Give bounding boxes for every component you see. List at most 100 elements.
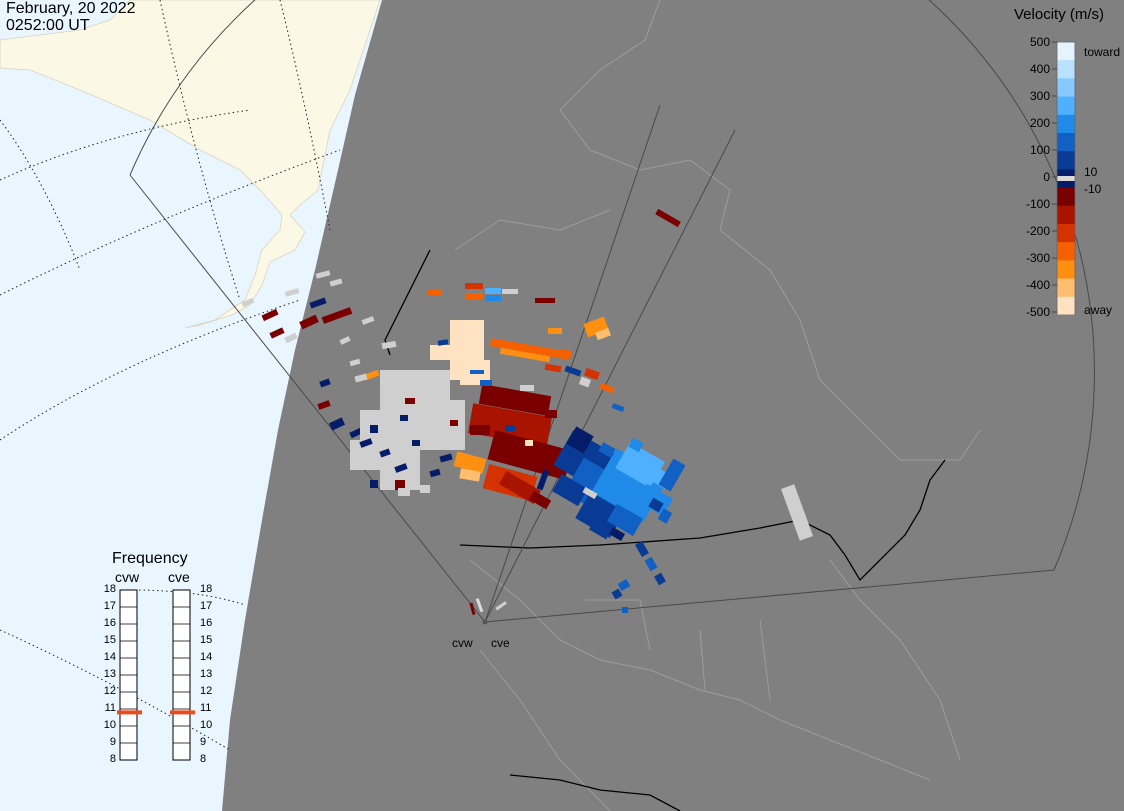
velocity-cell xyxy=(544,363,562,373)
velocity-cell xyxy=(648,497,664,513)
velocity-cell xyxy=(617,579,631,591)
colorbar-segment xyxy=(1057,78,1075,98)
cvw-frequency-label: 11 xyxy=(104,702,116,714)
velocity-cell xyxy=(470,425,490,435)
frequency-panel xyxy=(117,589,195,761)
velocity-cell xyxy=(453,451,487,474)
cve-frequency-label: 14 xyxy=(200,651,213,663)
velocity-cell xyxy=(429,468,441,478)
cvw-frequency-label: 17 xyxy=(103,600,116,612)
velocity-cell xyxy=(545,410,557,418)
velocity-cell xyxy=(575,492,625,538)
velocity-cell xyxy=(465,293,483,299)
velocity-cell xyxy=(439,453,453,463)
velocity-cell xyxy=(658,458,686,492)
site-label-cve: cve xyxy=(491,636,510,650)
velocity-cell xyxy=(599,382,615,394)
velocity-cell xyxy=(607,503,643,537)
colorbar-frame xyxy=(1056,41,1076,316)
colorbar-segment xyxy=(1057,151,1075,170)
cvw-frequency-label: 18 xyxy=(103,583,116,595)
velocity-cell xyxy=(487,430,573,480)
radar-location xyxy=(469,598,507,625)
velocity-cell xyxy=(552,473,588,507)
velocity-cell xyxy=(465,283,483,289)
colorbar-segment xyxy=(1057,133,1075,152)
colorbar-away-label: away xyxy=(1084,303,1113,317)
velocity-cell xyxy=(361,316,375,325)
colorbar-segment xyxy=(1057,96,1075,116)
cve-column-label: cve xyxy=(168,569,190,585)
velocity-cell xyxy=(349,427,363,439)
velocity-cell xyxy=(559,349,573,357)
velocity-cell xyxy=(329,278,343,287)
cvw-frequency-label: 9 xyxy=(109,736,116,748)
cvw-column-label: cvw xyxy=(115,569,140,585)
velocity-cells xyxy=(241,208,813,613)
velocity-cell xyxy=(655,208,681,228)
colorbar-tick-label: 100 xyxy=(1029,143,1050,157)
cve-frequency-label: 17 xyxy=(200,600,213,612)
velocity-cell xyxy=(644,556,658,572)
velocity-cell xyxy=(489,338,571,360)
night-region xyxy=(222,0,1124,811)
coastlines xyxy=(454,0,981,811)
velocity-cell xyxy=(502,289,518,294)
cvw-frequency-label: 15 xyxy=(103,634,116,646)
colorbar xyxy=(1052,41,1076,316)
velocity-cell xyxy=(470,370,484,374)
velocity-cell xyxy=(354,373,368,383)
velocity-cell xyxy=(339,336,351,345)
velocity-cell xyxy=(505,425,515,431)
velocity-cell xyxy=(299,314,319,330)
velocity-cell xyxy=(420,400,465,450)
velocity-cell xyxy=(284,332,298,344)
velocity-cell xyxy=(654,572,666,586)
velocity-cell xyxy=(583,316,609,338)
velocity-cell xyxy=(564,365,582,377)
cve-frequency-label: 10 xyxy=(200,719,213,731)
colorbar-tick-label: -300 xyxy=(1025,251,1050,265)
velocity-cell xyxy=(328,417,346,431)
velocity-cell xyxy=(548,328,562,334)
colorbar-segment xyxy=(1057,296,1075,316)
colorbar-tick-label: -200 xyxy=(1025,224,1050,238)
velocity-cell xyxy=(520,400,534,408)
velocity-cell xyxy=(480,380,492,386)
velocity-cell xyxy=(430,345,450,360)
radar-site-marker xyxy=(482,619,488,625)
colorbar-tick-label: 400 xyxy=(1029,62,1050,76)
velocity-cell xyxy=(269,327,285,339)
velocity-cell xyxy=(485,295,501,301)
velocity-cell xyxy=(359,438,373,448)
colorbar-neg-threshold: -10 xyxy=(1084,182,1102,196)
velocity-cell xyxy=(437,339,449,346)
velocity-cell xyxy=(321,307,353,324)
velocity-cell xyxy=(317,400,331,410)
velocity-cell xyxy=(381,340,397,350)
cvw-frequency-label: 16 xyxy=(103,617,116,629)
colorbar-tick-label: 500 xyxy=(1029,35,1050,49)
cvw-frequency-label: 13 xyxy=(103,668,116,680)
colorbar-segment xyxy=(1057,187,1075,207)
velocity-cell xyxy=(622,607,628,613)
map-time: 0252:00 UT xyxy=(6,17,90,34)
velocity-cell xyxy=(588,520,612,540)
cve-frequency-label: 8 xyxy=(200,753,207,765)
velocity-cell xyxy=(611,403,625,412)
velocity-cell xyxy=(628,437,644,453)
velocity-cell xyxy=(412,440,420,446)
velocity-cell xyxy=(582,486,598,500)
colorbar-tick-label: 300 xyxy=(1029,89,1050,103)
colorbar-zero-band xyxy=(1057,176,1075,181)
velocity-cell xyxy=(398,488,410,496)
velocity-cell xyxy=(315,270,331,279)
velocity-cell xyxy=(284,288,300,297)
velocity-cell xyxy=(241,297,255,308)
cve-frequency-label: 15 xyxy=(200,634,213,646)
cvw-frequency-marker xyxy=(117,710,142,715)
frequency-title: Frequency xyxy=(112,550,188,567)
velocity-cell xyxy=(394,463,408,473)
colorbar-segment xyxy=(1057,205,1075,225)
